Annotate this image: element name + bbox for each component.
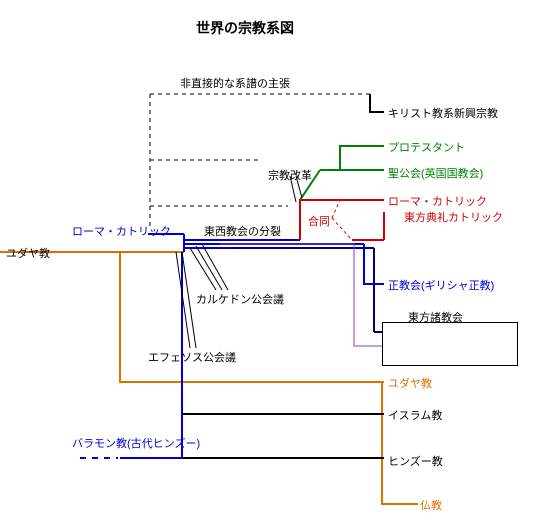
label-brahman: バラモン教(古代ヒンズー) — [72, 438, 200, 451]
label-rcatholic: ローマ・カトリック — [388, 196, 487, 209]
branch-line — [354, 244, 382, 346]
branch-line — [196, 246, 222, 290]
label-islam: イスラム教 — [388, 410, 442, 423]
label-judaism: ユダヤ教 — [6, 248, 50, 261]
branch-line — [370, 94, 384, 112]
eastern-churches-box — [382, 322, 518, 366]
label-eastcath: 東方典礼カトリック — [404, 212, 503, 225]
label-protestant: プロテスタント — [388, 142, 465, 155]
label-ewsplit: 東西教会の分裂 — [204, 226, 281, 239]
branch-line — [340, 146, 384, 170]
label-hindu: ヒンズー教 — [388, 456, 443, 469]
label-buddhism: 仏教 — [420, 500, 442, 513]
branch-line — [182, 252, 196, 348]
label-rcatholic2: ローマ・カトリック — [72, 226, 171, 239]
label-title: 世界の宗教系図 — [196, 20, 294, 37]
label-indirect: 非直接的な系譜の主張 — [180, 78, 290, 91]
branch-line — [332, 218, 352, 240]
label-ephesus: エフェソス公会議 — [148, 352, 236, 365]
label-orthodox: 正教会(ギリシャ正教) — [388, 280, 494, 293]
label-newrel: キリスト教系新興宗教 — [388, 108, 498, 121]
label-chalcedon: カルケドン公会議 — [196, 294, 284, 307]
label-reform: 宗教改革 — [268, 170, 312, 183]
label-union: 合同 — [308, 216, 330, 229]
label-judaism2: ユダヤ教 — [388, 378, 432, 391]
branch-line — [382, 382, 418, 504]
label-anglican: 聖公会(英国国教会) — [388, 168, 483, 181]
branch-line — [332, 200, 340, 218]
branch-line — [190, 248, 216, 290]
branch-line — [202, 244, 228, 290]
